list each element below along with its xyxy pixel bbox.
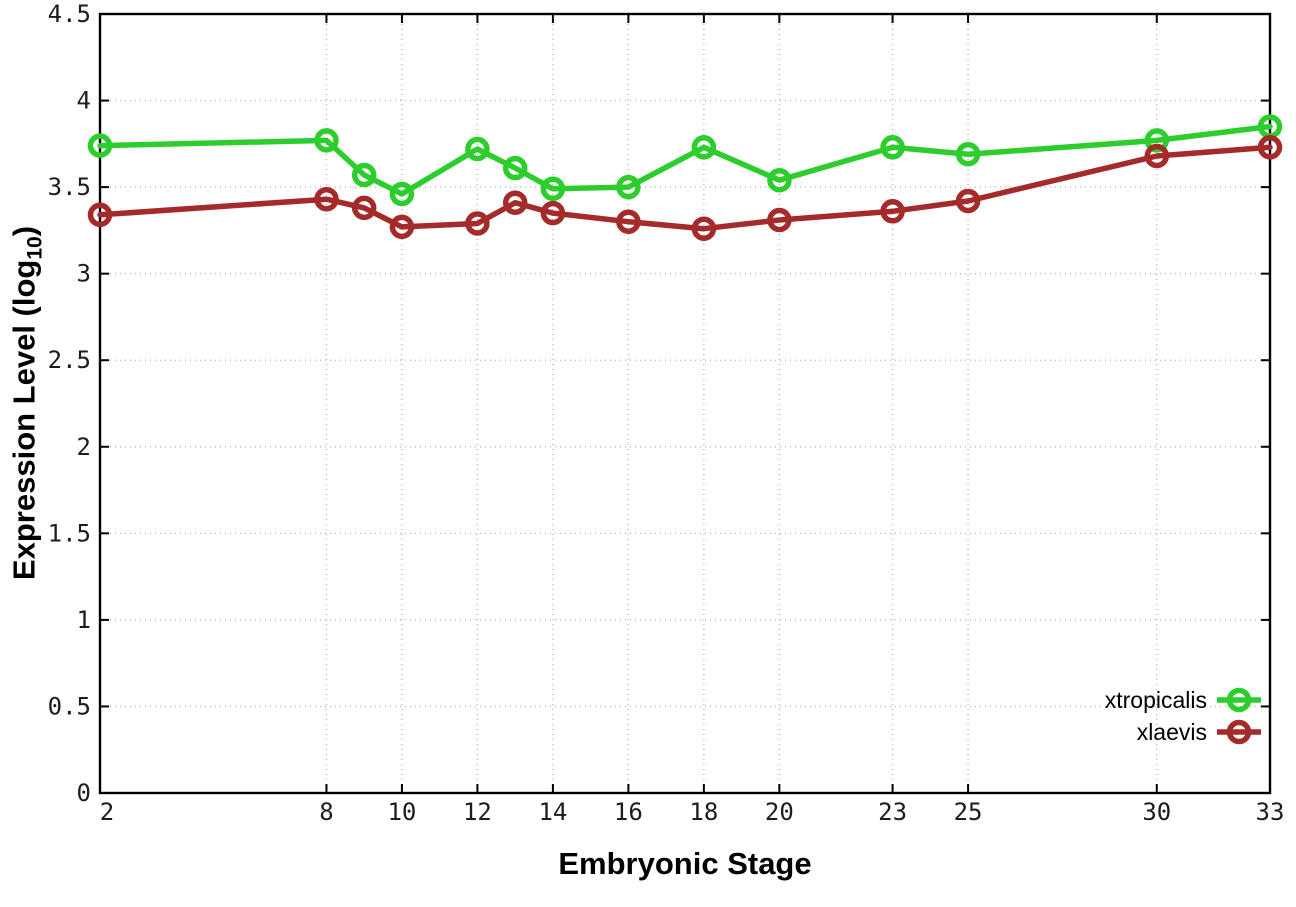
legend-label-xlaevis: xlaevis [1136,719,1207,745]
svg-text:33: 33 [1256,798,1285,826]
svg-text:12: 12 [463,798,492,826]
svg-text:2: 2 [77,433,91,461]
svg-text:4: 4 [77,87,91,115]
svg-text:20: 20 [765,798,794,826]
svg-text:18: 18 [689,798,718,826]
legend: xtropicalis xlaevis [1105,686,1262,746]
xtropicalis-line-marker-icon [1217,687,1261,713]
y-axis-title-subscript: 10 [23,236,47,260]
y-axis-title: Expression Level (log10) [7,226,48,580]
svg-text:25: 25 [954,798,983,826]
svg-text:10: 10 [387,798,416,826]
svg-text:30: 30 [1142,798,1171,826]
xlaevis-line-marker-icon [1217,719,1261,745]
y-axis-title-text: Expression Level (log [6,259,42,581]
legend-item-xlaevis: xlaevis [1105,718,1262,746]
svg-text:4.5: 4.5 [48,0,91,28]
svg-text:2.5: 2.5 [48,346,91,374]
svg-text:3.5: 3.5 [48,173,91,201]
svg-text:2: 2 [100,798,114,826]
legend-item-xtropicalis: xtropicalis [1105,686,1262,714]
svg-text:0: 0 [77,779,91,807]
svg-text:16: 16 [614,798,643,826]
y-axis-title-close: ) [6,225,42,237]
svg-text:1.5: 1.5 [48,519,91,547]
x-axis-title: Embryonic Stage [558,846,812,881]
svg-text:0.5: 0.5 [48,692,91,720]
svg-text:1: 1 [77,606,91,634]
svg-text:14: 14 [538,798,567,826]
svg-text:3: 3 [77,260,91,288]
svg-text:8: 8 [319,798,333,826]
svg-text:23: 23 [878,798,907,826]
legend-label-xtropicalis: xtropicalis [1104,687,1207,713]
